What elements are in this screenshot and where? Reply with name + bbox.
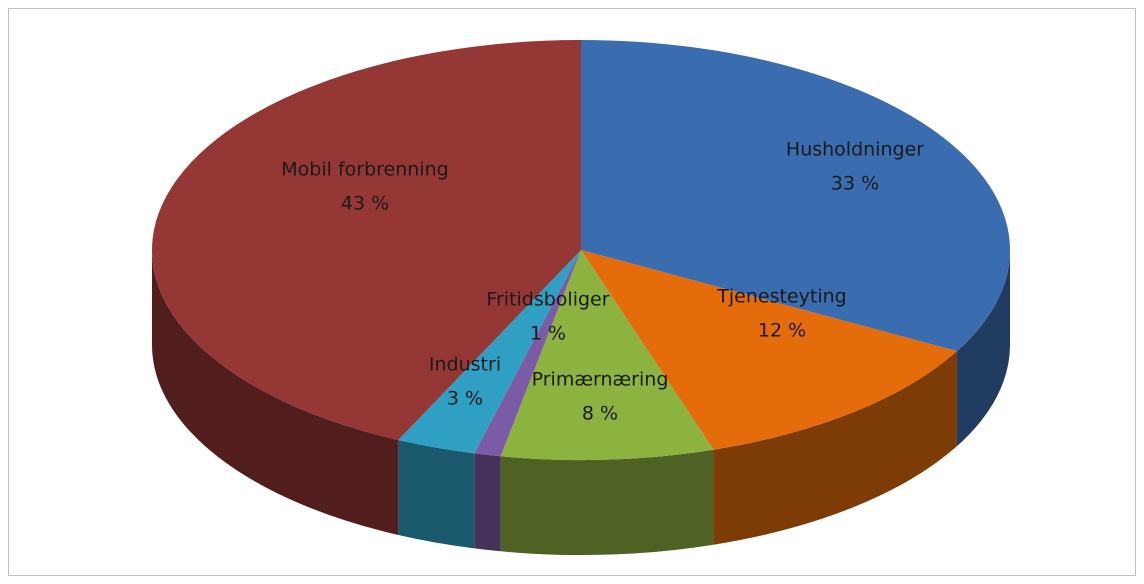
value-label: 3 %	[447, 388, 483, 410]
slice-label: Fritidsboliger	[486, 289, 609, 311]
slice-side	[713, 351, 957, 545]
value-label: 8 %	[582, 403, 618, 425]
slice-side	[398, 440, 475, 549]
value-label: 1 %	[530, 323, 566, 345]
slice-label: Primærnæring	[532, 369, 669, 391]
slice-label: Tjenesteyting	[716, 286, 846, 308]
slice-tops	[152, 40, 1010, 460]
slice	[500, 250, 714, 460]
slice-side	[152, 250, 399, 536]
slice	[581, 40, 1010, 352]
slice	[581, 250, 957, 450]
data-labels: Husholdninger 33 % Tjenesteyting 12 % Primær…	[281, 139, 924, 425]
slice-sides	[152, 250, 1010, 555]
slice-label: Husholdninger	[786, 139, 924, 161]
slice-side	[956, 250, 1010, 447]
value-label: 12 %	[758, 320, 806, 342]
value-label: 33 %	[831, 173, 879, 195]
slice-side	[474, 453, 501, 552]
value-label: 43 %	[341, 193, 389, 215]
slice	[152, 40, 581, 441]
slice-label: Mobil forbrenning	[281, 159, 448, 181]
slice	[398, 250, 581, 454]
slice-label: Industri	[429, 354, 501, 376]
slice-side	[500, 449, 714, 555]
slice	[474, 250, 581, 457]
